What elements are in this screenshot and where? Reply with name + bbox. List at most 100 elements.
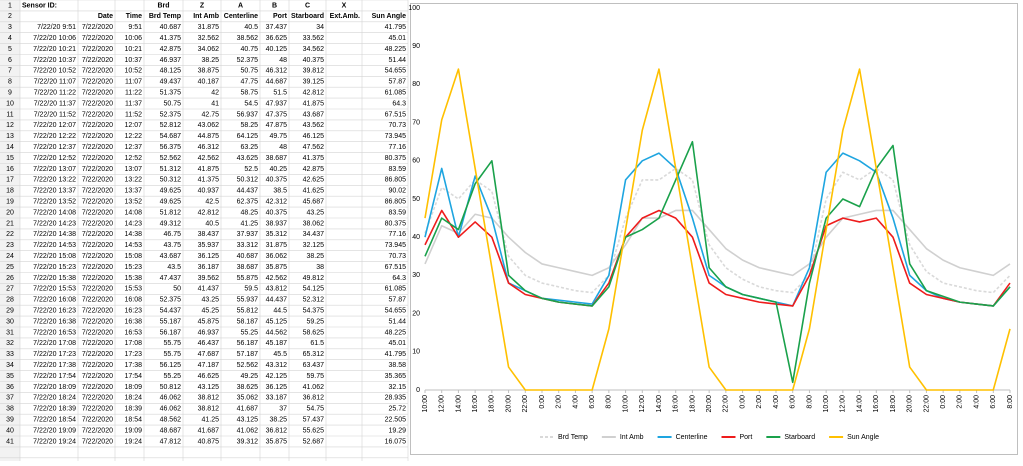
- cell: 7/22/2020: [82, 438, 113, 445]
- row-number: 31: [6, 329, 14, 336]
- cell: 14:08: [124, 209, 142, 216]
- cell: 42.875: [160, 46, 182, 53]
- cell: 38.562: [237, 35, 259, 42]
- cell: 48: [279, 57, 287, 64]
- cell: 7/22/2020: [82, 329, 113, 336]
- cell: 7/22/2020: [82, 253, 113, 260]
- cell: 7/22/2020: [82, 427, 113, 434]
- cell: 33.312: [237, 242, 259, 249]
- cell: 42.312: [266, 198, 288, 205]
- cell: 7/22/20 10:06: [33, 35, 76, 42]
- cell: 77.16: [388, 144, 406, 151]
- cell: 38.062: [303, 220, 325, 227]
- cell: 16:53: [124, 329, 142, 336]
- cell: 46.937: [160, 57, 182, 64]
- y-tick-label: 50: [412, 196, 420, 203]
- cell: 41.687: [237, 406, 259, 413]
- cell: 54.655: [385, 68, 407, 75]
- cell: 46.312: [198, 144, 220, 151]
- cell: 70.73: [388, 122, 406, 129]
- cell: 46.75: [163, 231, 181, 238]
- cell: 48: [279, 144, 287, 151]
- cell: 63.437: [303, 362, 325, 369]
- cell: 43.75: [163, 242, 181, 249]
- x-tick-label: 0:00: [940, 395, 947, 409]
- cell: 83.59: [388, 209, 406, 216]
- cell: 15:53: [124, 286, 142, 293]
- row-number: 9: [8, 89, 12, 96]
- cell: 49.437: [160, 79, 182, 86]
- cell: 35.062: [237, 395, 259, 402]
- cell: 36.812: [266, 427, 288, 434]
- cell: 47.75: [240, 79, 258, 86]
- cell: 44.437: [237, 188, 259, 195]
- cell: 41.375: [303, 155, 325, 162]
- cell: 7/22/20 14:08: [33, 209, 76, 216]
- cell: 11:22: [125, 89, 142, 96]
- cell: 83.59: [388, 166, 406, 173]
- y-tick-label: 100: [408, 5, 420, 12]
- cell: 49.625: [160, 198, 182, 205]
- row-number: 10: [6, 100, 14, 107]
- sheet-bg: [0, 0, 409, 461]
- cell: 7/22/2020: [82, 416, 113, 423]
- cell: 54.655: [385, 307, 407, 314]
- cell: 39.812: [303, 68, 325, 75]
- row-number: 16: [6, 166, 14, 173]
- cell: 7/22/2020: [82, 24, 113, 31]
- cell: 50.312: [237, 177, 259, 184]
- cell: 38.875: [198, 68, 220, 75]
- row-number: 28: [6, 297, 14, 304]
- cell: 65.312: [303, 351, 325, 358]
- row-number: 20: [6, 209, 14, 216]
- cell: 7/22/20 11:22: [34, 89, 76, 96]
- cell: 17:23: [124, 351, 142, 358]
- cell: 41.062: [237, 427, 259, 434]
- x-tick-label: 0:00: [539, 395, 546, 409]
- cell: 54.687: [160, 133, 182, 140]
- cell: 7/22/20 12:37: [33, 144, 76, 151]
- cell: 16.075: [385, 438, 407, 445]
- cell: 49.625: [160, 188, 182, 195]
- cell: 45.187: [266, 340, 288, 347]
- group-label: Sensor ID:: [22, 2, 57, 9]
- cell: 38.937: [266, 220, 288, 227]
- column-header: Ext.Amb.: [330, 13, 360, 20]
- row-number: 38: [6, 406, 14, 413]
- cell: 45.687: [303, 198, 325, 205]
- row-number: 15: [6, 155, 14, 162]
- cell: 25.72: [388, 406, 406, 413]
- row-number: 4: [8, 35, 12, 42]
- column-header: Brd Temp: [149, 13, 181, 20]
- cell: 31.875: [266, 242, 288, 249]
- cell: 7/22/20 11:37: [34, 100, 76, 107]
- cell: 51.375: [160, 89, 182, 96]
- cell: 48.225: [385, 46, 407, 53]
- cell: 56.187: [237, 340, 259, 347]
- row-number: 37: [6, 395, 14, 402]
- cell: 38.687: [237, 264, 259, 271]
- cell: 43.812: [266, 286, 288, 293]
- cell: 57.437: [303, 416, 325, 423]
- x-tick-label: 2:00: [957, 395, 964, 409]
- cell: 7/22/2020: [82, 46, 113, 53]
- cell: 37.937: [237, 231, 259, 238]
- row-number: 35: [6, 373, 14, 380]
- cell: 73.945: [385, 242, 407, 249]
- chart-frame[interactable]: [410, 3, 1018, 455]
- legend-label: Starboard: [784, 434, 815, 441]
- legend-label: Int Amb: [620, 434, 644, 441]
- cell: 45.25: [201, 307, 219, 314]
- cell: 17:08: [124, 340, 142, 347]
- cell: 55.937: [237, 297, 259, 304]
- cell: 18:39: [124, 406, 142, 413]
- cell: 48.25: [240, 209, 258, 216]
- x-tick-label: 2:00: [556, 395, 563, 409]
- cell: 7/22/2020: [82, 122, 113, 129]
- x-tick-label: 20:00: [706, 395, 713, 413]
- cell: 55.75: [163, 340, 181, 347]
- cell: 12:22: [124, 133, 142, 140]
- cell: 46.437: [198, 340, 220, 347]
- cell: 43.562: [303, 122, 325, 129]
- cell: 47.187: [198, 362, 220, 369]
